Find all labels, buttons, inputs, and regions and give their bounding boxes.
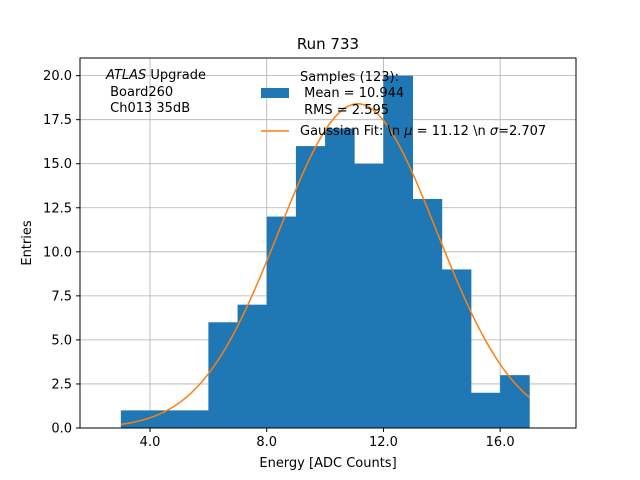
x-tick-label: 8.0 xyxy=(256,435,277,450)
y-axis-label: Entries xyxy=(20,220,35,266)
y-tick-label: 5.0 xyxy=(51,333,72,348)
histogram-bar xyxy=(383,75,414,428)
x-tick-label: 12.0 xyxy=(369,435,398,450)
plot-frame xyxy=(79,57,577,429)
histogram-bar xyxy=(237,304,268,428)
legend-fit-mu: μ xyxy=(403,124,412,139)
y-tick-label: 7.5 xyxy=(51,289,72,304)
x-tick-label: 4.0 xyxy=(140,435,161,450)
legend-hist-line-1: Samples (123): xyxy=(300,70,399,85)
histogram-bar xyxy=(325,128,355,428)
legend-hist-swatch xyxy=(261,88,289,98)
histogram-bar xyxy=(266,216,297,428)
annotation-board: Board260 xyxy=(106,85,173,100)
legend: Samples (123): Mean = 10.944 RMS = 2.595… xyxy=(261,70,546,139)
y-tick-label: 12.5 xyxy=(43,201,72,216)
legend-hist-line-2: Mean = 10.944 xyxy=(300,86,404,101)
y-tick-label: 20.0 xyxy=(43,69,72,84)
legend-fit-prefix: Gaussian Fit: \n xyxy=(300,124,404,139)
annotation-upgrade: Upgrade xyxy=(146,68,206,83)
legend-fit-label: Gaussian Fit: \n μ = 11.12 \n σ=2.707 xyxy=(300,124,546,139)
x-tick-label: 16.0 xyxy=(486,435,515,450)
legend-hist-line-3: RMS = 2.595 xyxy=(300,103,389,118)
y-tick-label: 17.5 xyxy=(43,113,72,128)
histogram-bar xyxy=(470,392,501,428)
annotation-atlas: ATLAS xyxy=(105,68,146,83)
histogram-bar xyxy=(354,163,384,428)
legend-fit-suffix: =2.707 xyxy=(498,124,546,139)
annotation-channel: Ch013 35dB xyxy=(106,101,190,116)
x-axis-label: Energy [ADC Counts] xyxy=(259,456,396,471)
annotation-line-1: ATLAS Upgrade xyxy=(105,68,206,83)
histogram-bar xyxy=(441,269,472,428)
legend-fit-mid: = 11.12 \n xyxy=(413,124,490,139)
y-tick-label: 0.0 xyxy=(51,422,72,437)
chart-title: Run 733 xyxy=(297,35,359,53)
histogram-bar xyxy=(295,146,326,428)
y-tick-label: 2.5 xyxy=(51,377,72,392)
histogram-bar xyxy=(412,198,443,428)
axis-ticks: 4.0 8.0 12.0 16.0 0.0 2.5 5.0 7.5 10.0 12.5 15.0 17… xyxy=(43,69,515,450)
histogram-bar xyxy=(208,322,238,428)
histogram-bar xyxy=(179,410,209,428)
y-tick-label: 15.0 xyxy=(43,157,72,172)
gaussian-fit-curve xyxy=(120,103,530,426)
y-tick-label: 10.0 xyxy=(43,245,72,260)
legend-fit-sigma: σ xyxy=(490,124,499,139)
histogram-bar xyxy=(150,410,180,428)
histogram-bars xyxy=(120,75,530,428)
